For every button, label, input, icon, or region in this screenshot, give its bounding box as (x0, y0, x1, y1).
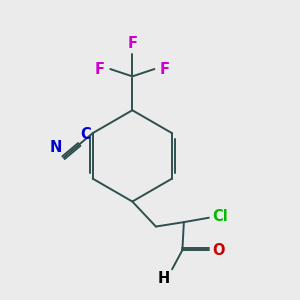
Text: N: N (50, 140, 62, 155)
Text: F: F (160, 61, 170, 76)
Text: C: C (81, 127, 92, 142)
Text: O: O (212, 243, 225, 258)
Text: Cl: Cl (212, 209, 228, 224)
Text: F: F (95, 61, 105, 76)
Text: F: F (127, 36, 137, 51)
Text: H: H (158, 271, 170, 286)
